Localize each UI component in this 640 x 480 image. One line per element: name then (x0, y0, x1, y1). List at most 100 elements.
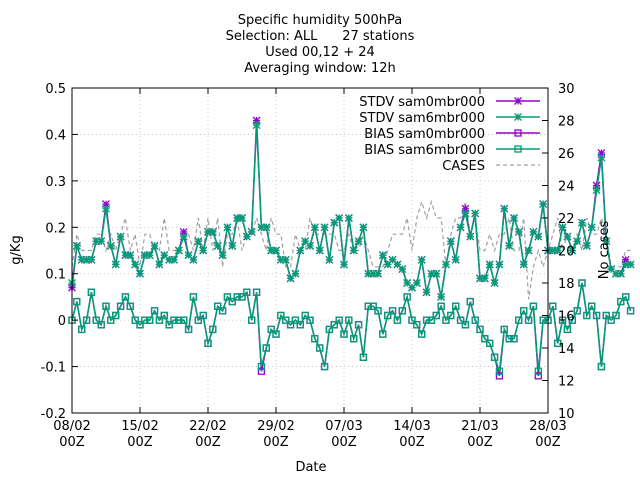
series-line (71, 120, 632, 298)
data-point (495, 260, 504, 269)
data-point (597, 149, 606, 157)
data-point (223, 293, 232, 301)
data-point (354, 321, 363, 329)
y2-tick-label: 16 (558, 310, 575, 325)
data-point (578, 279, 586, 287)
data-point (160, 311, 168, 320)
data-point (350, 335, 358, 343)
data-point (495, 372, 504, 380)
data-point (180, 316, 188, 324)
data-point (174, 246, 183, 255)
data-point (534, 232, 543, 241)
x-tick-label-time: 00Z (195, 435, 221, 450)
chart-title: Specific humidity 500hPa Selection: ALL … (226, 13, 415, 76)
data-point (616, 269, 625, 278)
data-point (408, 283, 416, 292)
data-point (471, 209, 480, 218)
data-point (247, 227, 256, 236)
data-point (573, 307, 581, 315)
data-point (617, 297, 625, 306)
data-point (78, 325, 86, 334)
data-point (82, 316, 91, 324)
legend-label: STDV sam0mbr000 (359, 95, 485, 110)
data-point (199, 311, 207, 320)
data-point (272, 246, 280, 255)
data-point (262, 223, 271, 232)
data-point (490, 279, 499, 287)
data-point (393, 260, 402, 269)
series-stdv-sam6mbr000 (68, 121, 635, 301)
series-line (71, 282, 632, 372)
x-tick-label: 29/02 (257, 419, 294, 434)
data-point (330, 218, 339, 227)
data-point (456, 223, 465, 232)
legend-label: CASES (442, 159, 485, 174)
data-point (102, 200, 110, 209)
data-point (257, 367, 266, 375)
data-point (301, 311, 309, 320)
data-point (218, 251, 227, 260)
data-point (112, 311, 120, 320)
series-stdv-sam0mbr000 (68, 116, 635, 301)
data-point (612, 269, 620, 278)
data-point (626, 260, 635, 269)
data-point (243, 288, 251, 296)
data-point (408, 316, 416, 324)
legend-marker (514, 97, 522, 105)
data-point (281, 255, 290, 264)
data-point (170, 255, 178, 264)
data-point (519, 260, 528, 269)
data-point (471, 316, 479, 324)
data-point (223, 223, 232, 232)
data-point (514, 227, 523, 236)
data-point (296, 321, 304, 329)
data-point (248, 316, 256, 324)
data-point (116, 232, 125, 241)
legend-entry: STDV sam6mbr000 (359, 111, 540, 126)
data-point (252, 116, 261, 125)
y2-axis-label: No cases (597, 221, 612, 280)
data-point (349, 246, 358, 255)
data-point (592, 186, 601, 195)
ticks: -0.2 -0.1 0 0.1 0.2 0.3 0.4 0.5 10 12 14 16 18 20 22 24… (41, 82, 575, 450)
y2-tick-label: 12 (558, 375, 575, 390)
data-point (607, 265, 616, 274)
data-point (165, 321, 173, 329)
data-point (529, 302, 538, 310)
y2-tick-label: 10 (558, 407, 575, 422)
data-point (179, 227, 188, 236)
data-point (155, 316, 164, 324)
series-cases (71, 199, 631, 300)
data-point (184, 325, 193, 334)
legend-entry: CASES (442, 159, 540, 174)
data-point (310, 223, 319, 232)
data-point (563, 325, 572, 334)
data-point (432, 311, 440, 320)
data-point (155, 260, 164, 269)
data-point (568, 246, 577, 255)
data-point (374, 307, 382, 315)
data-point (578, 218, 586, 227)
data-point (427, 269, 436, 278)
data-point (150, 241, 159, 250)
data-point (476, 325, 484, 334)
data-point (214, 302, 222, 310)
x-tick-label-time: 00Z (263, 435, 289, 450)
data-point (520, 307, 528, 315)
data-point (451, 255, 460, 264)
legend-entry: BIAS sam0mbr000 (364, 127, 540, 142)
data-point (218, 307, 227, 315)
data-point (77, 255, 86, 264)
data-point (442, 260, 450, 269)
data-point (301, 237, 310, 246)
data-point (306, 316, 314, 324)
series-layer (68, 116, 635, 380)
y2-tick-label: 22 (558, 212, 575, 227)
data-point (189, 255, 198, 264)
data-point (170, 316, 178, 324)
data-point (548, 246, 557, 255)
data-point (354, 237, 363, 246)
data-point (461, 321, 470, 329)
